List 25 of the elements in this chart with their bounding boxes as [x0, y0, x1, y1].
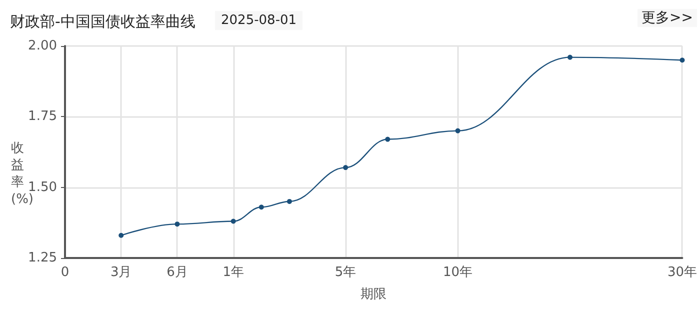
point	[258, 204, 264, 210]
x-tick-label: 0	[60, 265, 70, 280]
x-tick-label: 10年	[443, 265, 473, 280]
point	[174, 222, 180, 227]
y-tick-label: 1.25	[28, 250, 57, 266]
y-tick-label: 2.00	[28, 38, 57, 54]
chart-subtitle: 2025-08-01	[221, 13, 297, 28]
point	[568, 54, 573, 60]
x-tick-label: 6月	[166, 265, 188, 280]
y-tick-label: 1.50	[28, 180, 57, 195]
point	[455, 128, 460, 134]
point	[230, 218, 236, 224]
point	[286, 198, 292, 204]
chart-title: 财政部-中国国债收益率曲线	[10, 12, 196, 30]
x-tick-label: 5年	[334, 265, 356, 280]
x-tick-label: 1年	[222, 265, 244, 280]
y-tick-label: 1.75	[28, 109, 57, 124]
text: 更多>>	[642, 10, 694, 26]
point	[118, 232, 124, 238]
point	[680, 58, 685, 63]
x-tick-label: 3月	[110, 265, 132, 280]
point	[343, 165, 348, 170]
x-axis-title: 期限	[360, 287, 387, 302]
x-tick-label: 30年	[667, 265, 697, 280]
point	[385, 136, 390, 142]
